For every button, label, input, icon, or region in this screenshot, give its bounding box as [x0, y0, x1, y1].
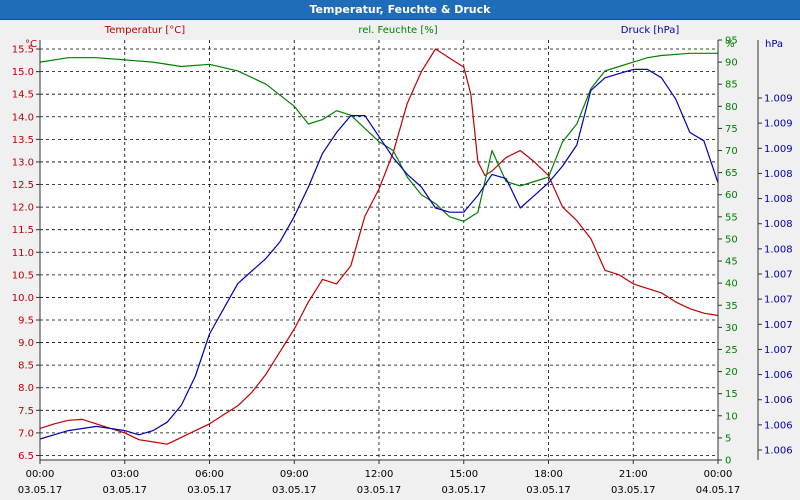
x-tick-date: 03.05.17 [611, 485, 656, 496]
x-tick-date: 03.05.17 [526, 485, 571, 496]
mid-tick-label: 65 [725, 168, 738, 179]
x-tick-time: 15:00 [449, 469, 478, 480]
x-tick-date: 03.05.17 [357, 485, 402, 496]
right-axis: 1.006 1.006 1.006 1.006 1.007 1.007 1.007 1.007… [758, 94, 793, 457]
grid-lines [40, 40, 718, 460]
x-tick-time: 00:00 [26, 469, 55, 480]
chart: 6.5 7.0 7.5 8.0 8.5 9.0 9.5 10.0 10.5 11.0 11.5 12.… [0, 20, 800, 500]
mid-tick-label: 50 [725, 234, 738, 245]
mid-tick-label: 30 [725, 323, 738, 334]
left-tick-label: 9.0 [18, 338, 34, 349]
mid-tick-label: 0 [725, 456, 731, 467]
right-tick-label: 1.007 [764, 345, 793, 356]
left-tick-label: 13.5 [12, 135, 34, 146]
x-tick-date: 03.05.17 [272, 485, 317, 496]
pressure-legend: Druck [hPa] [621, 25, 680, 36]
right-tick-label: 1.007 [764, 270, 793, 281]
mid-tick-label: 40 [725, 279, 738, 290]
left-tick-label: 11.5 [12, 225, 34, 236]
x-tick-time: 06:00 [195, 469, 224, 480]
mid-tick-label: 60 [725, 190, 738, 201]
x-tick-date: 04.05.17 [696, 485, 741, 496]
mid-tick-label: 95 [725, 36, 738, 47]
mid-axis-unit: % [725, 39, 735, 50]
mid-tick-label: 75 [725, 124, 738, 135]
left-tick-label: 10.0 [12, 293, 34, 304]
left-tick-label: 6.5 [18, 451, 34, 462]
right-tick-label: 1.006 [764, 370, 793, 381]
mid-tick-label: 80 [725, 102, 738, 113]
right-tick-label: 1.009 [764, 94, 793, 105]
mid-tick-label: 85 [725, 80, 738, 91]
mid-tick-label: 25 [725, 345, 738, 356]
x-axis: 00:00 03.05.17 03:00 03.05.17 06:00 03.05.17 0… [18, 460, 741, 496]
humidity-legend: rel. Feuchte [%] [358, 25, 437, 36]
left-tick-label: 11.0 [12, 248, 34, 259]
mid-tick-label: 55 [725, 212, 738, 223]
mid-axis: 0 5 10 15 20 25 30 35 40 45 50 55 60 65 70 75 80 85 90 95 [718, 36, 738, 467]
x-tick-time: 18:00 [534, 469, 563, 480]
right-axis-unit: hPa [765, 39, 783, 50]
mid-tick-label: 5 [725, 433, 731, 444]
left-tick-label: 14.5 [12, 90, 34, 101]
mid-tick-label: 35 [725, 301, 738, 312]
left-tick-label: 15.5 [12, 45, 34, 56]
right-tick-label: 1.006 [764, 420, 793, 431]
x-tick-time: 03:00 [110, 469, 139, 480]
left-tick-label: 10.5 [12, 270, 34, 281]
x-tick-date: 03.05.17 [102, 485, 147, 496]
mid-tick-label: 15 [725, 389, 738, 400]
left-tick-label: 15.0 [12, 67, 34, 78]
mid-tick-label: 70 [725, 146, 738, 157]
x-tick-time: 21:00 [619, 469, 648, 480]
mid-tick-label: 90 [725, 58, 738, 69]
left-tick-label: 8.5 [18, 361, 34, 372]
right-tick-label: 1.008 [764, 169, 793, 180]
series-line-pressure [39, 68, 719, 440]
left-tick-label: 12.5 [12, 180, 34, 191]
right-tick-label: 1.006 [764, 446, 793, 457]
left-tick-label: 9.5 [18, 316, 34, 327]
mid-tick-label: 45 [725, 257, 738, 268]
series-line-temperature [39, 48, 719, 445]
window-title: Temperatur, Feuchte & Druck [0, 0, 800, 20]
x-tick-time: 12:00 [365, 469, 394, 480]
series-layer [39, 48, 719, 445]
x-tick-time: 00:00 [704, 469, 733, 480]
x-tick-date: 03.05.17 [441, 485, 486, 496]
right-tick-label: 1.007 [764, 295, 793, 306]
mid-tick-label: 10 [725, 411, 738, 422]
right-tick-label: 1.006 [764, 395, 793, 406]
right-tick-label: 1.009 [764, 119, 793, 130]
x-tick-date: 03.05.17 [187, 485, 232, 496]
left-axis-unit: °C [25, 39, 37, 50]
mid-tick-label: 20 [725, 367, 738, 378]
left-tick-label: 7.5 [18, 406, 34, 417]
temperature-legend: Temperatur [°C] [104, 25, 185, 36]
x-tick-time: 09:00 [280, 469, 309, 480]
left-tick-label: 13.0 [12, 157, 34, 168]
series-line-humidity [39, 52, 718, 222]
right-tick-label: 1.008 [764, 219, 793, 230]
left-tick-label: 7.0 [18, 428, 34, 439]
left-tick-label: 12.0 [12, 203, 34, 214]
left-axis: 6.5 7.0 7.5 8.0 8.5 9.0 9.5 10.0 10.5 11.0 11.5 12.… [12, 45, 40, 462]
right-tick-label: 1.008 [764, 244, 793, 255]
left-tick-label: 8.0 [18, 383, 34, 394]
right-tick-label: 1.007 [764, 320, 793, 331]
right-tick-label: 1.008 [764, 194, 793, 205]
right-tick-label: 1.009 [764, 144, 793, 155]
left-tick-label: 14.0 [12, 112, 34, 123]
x-tick-date: 03.05.17 [18, 485, 63, 496]
